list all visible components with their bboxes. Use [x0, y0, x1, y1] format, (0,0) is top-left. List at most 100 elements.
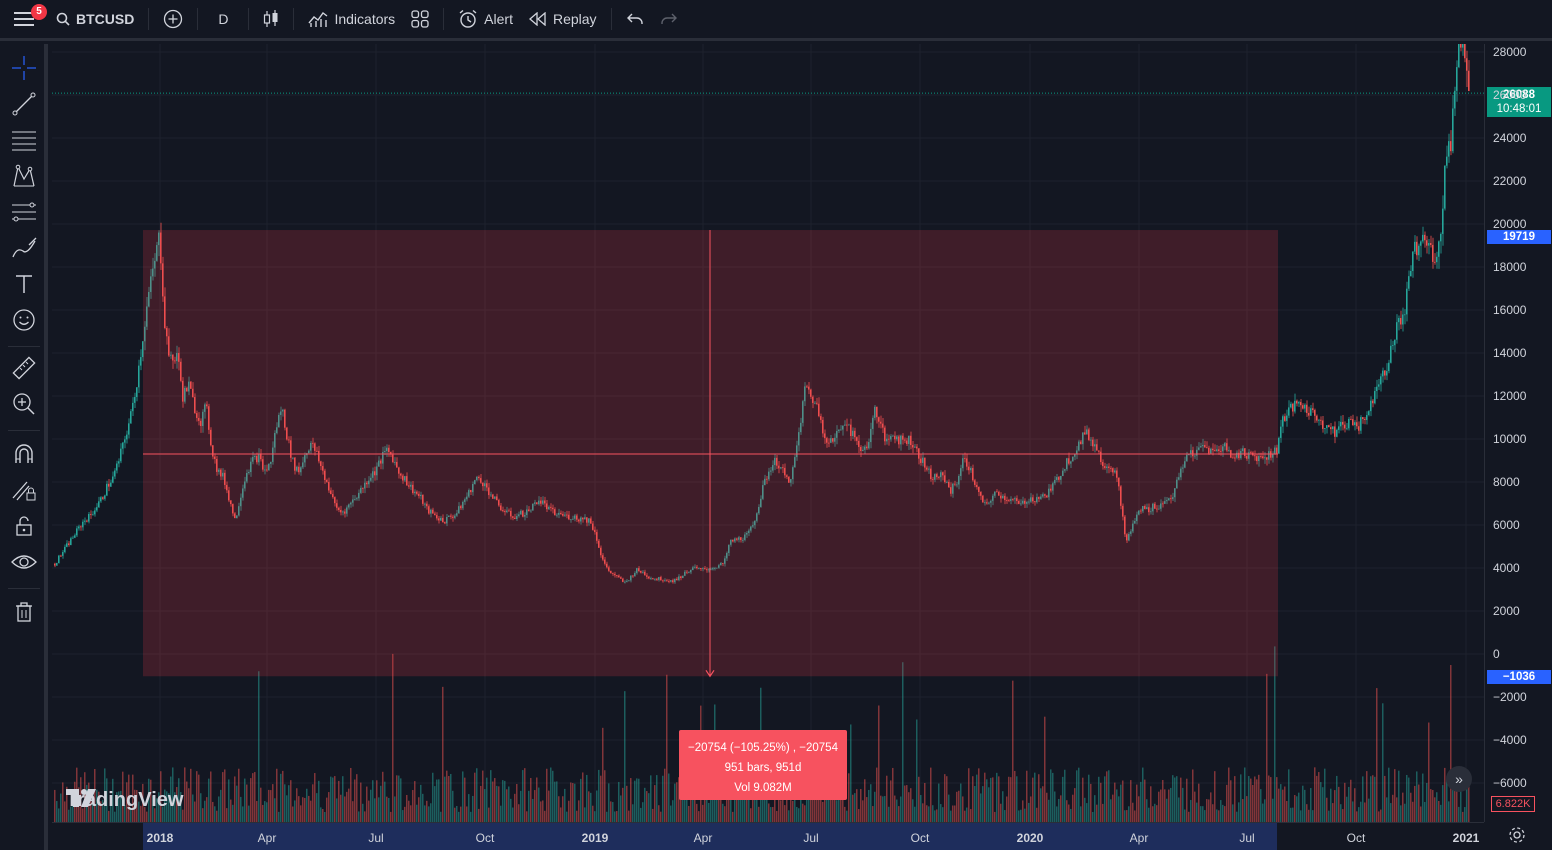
volume-bar: [344, 796, 346, 822]
replay-button[interactable]: Replay: [521, 0, 605, 40]
zoom-tool[interactable]: [8, 388, 40, 420]
brush-tool[interactable]: [8, 232, 40, 264]
candle-body: [708, 569, 710, 571]
volume-bar: [360, 782, 362, 822]
volume-bar: [1246, 796, 1248, 822]
volume-bar: [396, 775, 398, 822]
volume-bar: [138, 801, 140, 822]
chart-pane[interactable]: −20754 (−105.25%) , −20754 951 bars, 951…: [52, 44, 1484, 822]
volume-bar: [1258, 774, 1260, 822]
candle-body: [92, 514, 94, 516]
candle-body: [806, 386, 808, 388]
time-axis[interactable]: 2018 Apr Jul Oct 2019 Apr Jul Oct 2020 Apr Jul Oct 2…: [52, 822, 1484, 850]
volume-bar: [872, 806, 874, 822]
undo-button[interactable]: [618, 0, 652, 40]
volume-bar: [462, 771, 464, 822]
pattern-tool[interactable]: [8, 160, 40, 192]
volume-bar: [932, 805, 934, 822]
indicators-button[interactable]: Indicators: [300, 0, 403, 40]
candle-body: [772, 465, 774, 471]
volume-bar: [1112, 794, 1114, 822]
lock-all-tool[interactable]: [8, 510, 40, 542]
candle-body: [730, 539, 732, 545]
volume-bar: [1364, 802, 1366, 822]
volume-bar: [674, 783, 676, 822]
candle-body: [394, 461, 396, 463]
compare-symbol-button[interactable]: [155, 0, 191, 40]
scroll-to-realtime-button[interactable]: »: [1446, 766, 1472, 792]
measure-tool[interactable]: [8, 352, 40, 384]
lock-drawing-tool[interactable]: [8, 474, 40, 506]
candle-body: [348, 504, 350, 508]
templates-button[interactable]: [403, 0, 437, 40]
tradingview-logo[interactable]: TradingView: [66, 789, 183, 812]
fib-tool[interactable]: [8, 124, 40, 156]
redo-button[interactable]: [652, 0, 686, 40]
prediction-tool[interactable]: [8, 196, 40, 228]
emoji-tool[interactable]: [8, 304, 40, 336]
candle-body: [850, 424, 852, 437]
volume-bar: [1078, 767, 1080, 822]
volume-bar: [550, 767, 552, 822]
candle-body: [836, 431, 838, 438]
volume-bar: [280, 773, 282, 822]
candle-body: [1168, 498, 1170, 501]
text-tool[interactable]: [8, 268, 40, 300]
volume-bar: [472, 795, 474, 822]
magnet-tool[interactable]: [8, 438, 40, 470]
interval-button[interactable]: D: [204, 0, 242, 40]
volume-bar: [482, 770, 484, 822]
candle-body: [604, 559, 606, 564]
candle-body: [618, 575, 620, 578]
volume-bar: [1274, 646, 1276, 822]
price-chart[interactable]: [52, 44, 1484, 822]
volume-bar: [732, 811, 734, 822]
candle-body: [920, 458, 922, 463]
candle-body: [1100, 451, 1102, 463]
volume-bar: [466, 806, 468, 822]
volume-bar: [624, 691, 626, 822]
main-menu-button[interactable]: 5: [0, 0, 48, 40]
candle-body: [1032, 497, 1034, 502]
candle-body: [356, 498, 358, 500]
candle-body: [1062, 470, 1064, 477]
volume-bar: [58, 808, 60, 822]
volume-bar: [1408, 777, 1410, 822]
crosshair-tool[interactable]: [8, 52, 40, 84]
hide-drawings-tool[interactable]: [8, 546, 40, 578]
volume-bar: [370, 789, 372, 822]
volume-bar: [534, 790, 536, 822]
volume-bar: [976, 774, 978, 822]
candle-body: [656, 578, 658, 580]
candle-body: [290, 440, 292, 458]
volume-bar: [454, 807, 456, 822]
trend-line-tool[interactable]: [8, 88, 40, 120]
candle-body: [1406, 288, 1408, 315]
volume-bar: [600, 775, 602, 822]
candle-body: [644, 571, 646, 576]
candle-body: [1246, 456, 1248, 459]
volume-bar: [1036, 807, 1038, 822]
remove-drawings-tool[interactable]: [8, 596, 40, 628]
volume-bar: [518, 804, 520, 822]
candle-body: [288, 439, 290, 441]
volume-bar: [1440, 804, 1442, 822]
candle-body: [1088, 429, 1090, 440]
volume-bar: [488, 807, 490, 822]
candle-body: [1380, 376, 1382, 385]
volume-bar: [840, 795, 842, 822]
price-axis[interactable]: 19719 26088 10:48:01 −1036 6.822K 28000 2…: [1484, 44, 1552, 822]
chart-settings-button[interactable]: [1508, 826, 1526, 849]
volume-bar: [84, 772, 86, 822]
candle-body: [710, 569, 712, 571]
chart-type-button[interactable]: [255, 0, 287, 40]
volume-bar: [324, 811, 326, 822]
candle-body: [504, 511, 506, 513]
candle-body: [164, 296, 166, 329]
candle-body: [1414, 241, 1416, 252]
alert-button[interactable]: Alert: [450, 0, 521, 40]
volume-bar: [356, 774, 358, 822]
symbol-search-button[interactable]: BTCUSD: [48, 0, 142, 40]
candle-body: [750, 526, 752, 531]
volume-bar: [804, 805, 806, 822]
